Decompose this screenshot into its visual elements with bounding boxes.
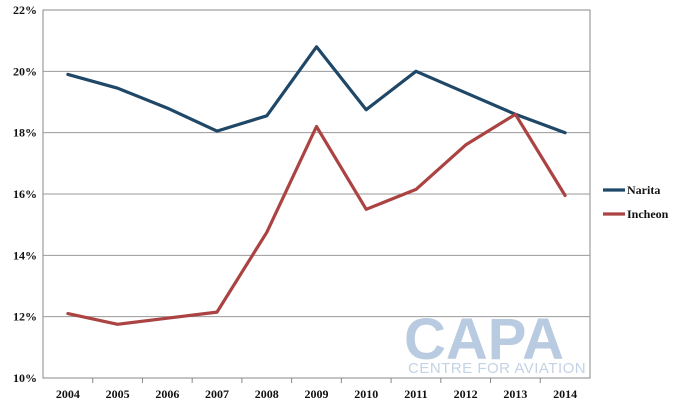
legend-label-narita: Narita	[627, 183, 660, 197]
series-lines	[66, 45, 567, 326]
x-tick-label: 2008	[255, 387, 279, 401]
watermark-tagline: CENTRE FOR AVIATION	[408, 360, 586, 377]
x-tick-label: 2010	[354, 387, 378, 401]
y-axis-ticks: 10% 12% 14% 16% 18% 20% 22%	[13, 3, 37, 385]
series-line-incheon	[66, 112, 567, 326]
series-line-narita	[66, 45, 567, 135]
y-tick-label: 12%	[13, 310, 37, 324]
watermark-brand: CAPA	[404, 307, 564, 372]
legend: Narita Incheon	[603, 183, 669, 221]
capa-watermark: CAPA CENTRE FOR AVIATION	[404, 307, 586, 377]
x-tick-label: 2006	[155, 387, 179, 401]
y-tick-label: 18%	[13, 126, 37, 140]
y-tick-label: 10%	[13, 371, 37, 385]
y-tick-label: 20%	[13, 64, 37, 78]
y-tick-label: 22%	[13, 3, 37, 17]
y-tick-label: 16%	[13, 187, 37, 201]
x-tick-label: 2011	[404, 387, 427, 401]
y-tick-label: 14%	[13, 248, 37, 262]
x-tick-label: 2013	[503, 387, 527, 401]
legend-label-incheon: Incheon	[627, 207, 669, 221]
x-tick-label: 2012	[454, 387, 478, 401]
x-tick-label: 2009	[305, 387, 329, 401]
x-tick-label: 2014	[553, 387, 577, 401]
x-axis-ticks: 2004 2005 2006 2007 2008 2009 2010 2011 2012 2013…	[56, 387, 577, 401]
x-tick-label: 2005	[106, 387, 130, 401]
x-tick-label: 2007	[205, 387, 229, 401]
x-tick-label: 2004	[56, 387, 80, 401]
grid-lines	[42, 9, 591, 383]
